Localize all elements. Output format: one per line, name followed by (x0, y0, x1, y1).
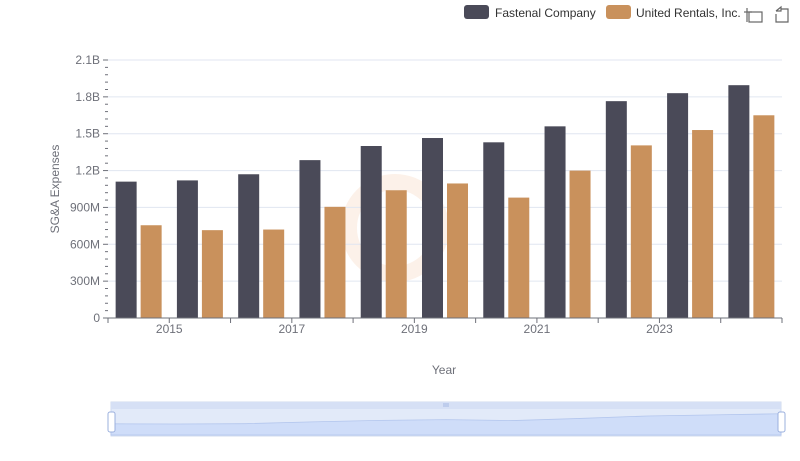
legend-swatch-united-rentals (606, 5, 631, 19)
bar-united-rentals-2018[interactable] (385, 190, 407, 318)
bar-fastenal-2021[interactable] (544, 126, 566, 318)
legend-label-united-rentals: United Rentals, Inc. (636, 6, 741, 20)
data-zoom-handle-right[interactable] (777, 411, 786, 433)
bar-united-rentals-2015[interactable] (201, 230, 223, 318)
bar-united-rentals-2020[interactable] (508, 197, 530, 318)
data-zoom-slider[interactable] (107, 401, 786, 437)
x-axis-ticks (107, 318, 783, 323)
bar-fastenal-2014[interactable] (115, 181, 137, 318)
y-axis-labels: 0 300M 600M 900M 1.2B 1.5B 1.8B 2.1B (70, 53, 100, 325)
bar-fastenal-2018[interactable] (360, 146, 382, 318)
x-axis-labels: 2015 2017 2019 2021 2023 (156, 322, 673, 336)
y-tick-label: 1.8B (75, 90, 100, 104)
bars (115, 85, 775, 319)
y-axis-title: SG&A Expenses (48, 145, 62, 234)
y-tick-label: 1.2B (75, 164, 100, 178)
bar-fastenal-2016[interactable] (238, 174, 260, 318)
y-tick-label: 600M (70, 237, 100, 251)
x-tick-label: 2023 (646, 322, 673, 336)
bar-united-rentals-2024[interactable] (753, 115, 775, 319)
bar-united-rentals-2021[interactable] (569, 170, 591, 318)
bar-united-rentals-2022[interactable] (630, 145, 652, 318)
data-zoom-preview-area (110, 413, 782, 436)
bar-fastenal-2017[interactable] (299, 160, 321, 318)
bar-fastenal-2015[interactable] (176, 180, 198, 318)
zoom-icon[interactable] (744, 8, 763, 23)
data-zoom-grip-icon[interactable] (443, 403, 449, 407)
bar-united-rentals-2019[interactable] (447, 183, 468, 318)
x-tick-label: 2017 (278, 322, 305, 336)
bar-fastenal-2022[interactable] (605, 101, 627, 319)
y-tick-label: 2.1B (75, 53, 100, 67)
x-tick-label: 2015 (156, 322, 183, 336)
bar-united-rentals-2016[interactable] (263, 229, 285, 318)
y-tick-label: 0 (93, 311, 100, 325)
legend-item-fastenal[interactable]: Fastenal Company (464, 5, 596, 20)
bar-united-rentals-2014[interactable] (140, 225, 162, 318)
bar-fastenal-2023[interactable] (667, 93, 689, 319)
x-tick-label: 2019 (401, 322, 428, 336)
y-tick-label: 900M (70, 200, 100, 214)
x-axis-title: Year (432, 363, 456, 377)
y-tick-label: 300M (70, 274, 100, 288)
data-zoom-handle-left[interactable] (107, 411, 116, 433)
x-tick-label: 2021 (524, 322, 551, 336)
bar-united-rentals-2017[interactable] (324, 206, 346, 318)
legend-label-fastenal: Fastenal Company (495, 6, 596, 20)
y-minor-ticks (103, 59, 108, 319)
restore-icon[interactable] (775, 5, 789, 23)
legend-swatch-fastenal (464, 5, 489, 19)
bar-fastenal-2020[interactable] (483, 142, 505, 318)
legend: Fastenal Company United Rentals, Inc. (464, 5, 741, 20)
bar-fastenal-2019[interactable] (422, 138, 443, 318)
y-tick-label: 1.5B (75, 127, 100, 141)
bar-fastenal-2024[interactable] (728, 85, 750, 318)
bar-united-rentals-2023[interactable] (692, 130, 714, 318)
legend-item-united-rentals[interactable]: United Rentals, Inc. (606, 5, 741, 20)
